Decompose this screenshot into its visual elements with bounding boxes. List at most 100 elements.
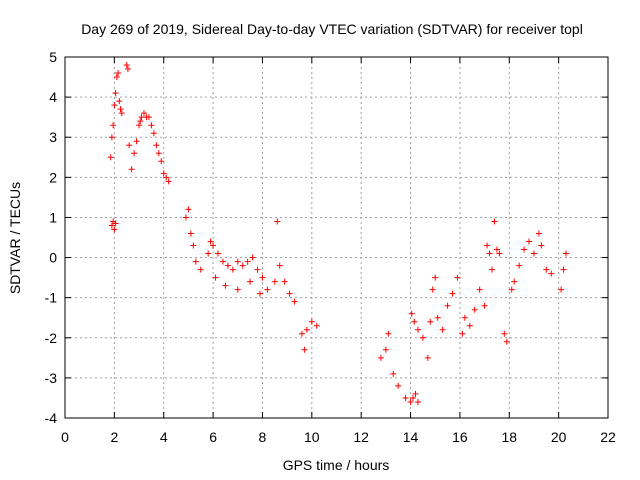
data-point	[123, 62, 130, 69]
data-point	[150, 130, 157, 137]
grid	[65, 57, 608, 418]
data-point	[128, 166, 135, 173]
data-point	[165, 178, 172, 185]
data-point	[219, 258, 226, 265]
data-point	[111, 102, 118, 109]
data-point	[234, 286, 241, 293]
y-axis-label: SDTVAR / TECUs	[7, 182, 23, 294]
chart-title: Day 269 of 2019, Sidereal Day-to-day VTE…	[81, 21, 583, 37]
data-point	[124, 66, 131, 73]
data-point	[131, 150, 138, 157]
data-point	[210, 242, 217, 249]
data-point	[229, 266, 236, 273]
data-point	[112, 90, 119, 97]
data-point	[395, 382, 402, 389]
data-point	[459, 330, 466, 337]
data-point	[501, 330, 508, 337]
x-tick-label: 18	[501, 429, 517, 445]
data-point	[466, 322, 473, 329]
data-point	[160, 170, 167, 177]
data-point	[239, 262, 246, 269]
data-point	[117, 106, 124, 113]
x-tick-label: 8	[259, 429, 267, 445]
data-point	[538, 242, 545, 249]
x-tick-label: 14	[403, 429, 419, 445]
data-point	[222, 282, 229, 289]
data-point	[259, 274, 266, 281]
data-points	[107, 62, 570, 405]
data-point	[111, 226, 118, 233]
data-point	[503, 338, 510, 345]
data-point	[190, 242, 197, 249]
y-tick-label: -2	[45, 330, 58, 346]
data-point	[560, 266, 567, 273]
data-point	[108, 222, 115, 229]
y-tick-label: 4	[49, 89, 57, 105]
data-point	[493, 246, 500, 253]
data-point	[488, 266, 495, 273]
data-point	[148, 122, 155, 129]
data-point	[207, 238, 214, 245]
data-point	[454, 274, 461, 281]
data-point	[187, 230, 194, 237]
data-point	[185, 206, 192, 213]
x-tick-label: 16	[452, 429, 468, 445]
data-point	[496, 250, 503, 257]
data-point	[563, 250, 570, 257]
data-point	[434, 314, 441, 321]
x-tick-label: 20	[551, 429, 567, 445]
data-point	[558, 286, 565, 293]
data-point	[408, 310, 415, 317]
data-point	[286, 290, 293, 297]
data-point	[432, 274, 439, 281]
data-point	[402, 394, 409, 401]
data-point	[224, 262, 231, 269]
y-tick-label: 5	[49, 49, 57, 65]
data-point	[118, 110, 125, 117]
data-point	[526, 238, 533, 245]
data-point	[115, 70, 122, 77]
data-point	[414, 398, 421, 405]
data-point	[508, 286, 515, 293]
data-point	[511, 278, 518, 285]
data-point	[390, 370, 397, 377]
data-point	[410, 394, 417, 401]
data-point	[481, 302, 488, 309]
x-axis-label: GPS time / hours	[283, 457, 390, 473]
data-point	[247, 278, 254, 285]
data-point	[192, 258, 199, 265]
data-point	[543, 266, 550, 273]
data-point	[382, 346, 389, 353]
data-point	[414, 326, 421, 333]
data-point	[521, 246, 528, 253]
data-point	[385, 330, 392, 337]
data-point	[484, 242, 491, 249]
data-point	[449, 290, 456, 297]
data-point	[471, 306, 478, 313]
plot-frame	[64, 56, 609, 419]
data-point	[535, 230, 542, 237]
y-tick-label: 1	[49, 209, 57, 225]
data-point	[205, 250, 212, 257]
data-point	[107, 154, 114, 161]
data-point	[212, 274, 219, 281]
data-point	[491, 218, 498, 225]
data-point	[264, 286, 271, 293]
data-point	[301, 346, 308, 353]
data-point	[274, 218, 281, 225]
y-tick-label: -3	[45, 370, 58, 386]
x-tick-label: 4	[160, 429, 168, 445]
data-point	[530, 250, 537, 257]
x-tick-label: 22	[600, 429, 616, 445]
data-point	[271, 278, 278, 285]
x-tick-label: 10	[304, 429, 320, 445]
data-point	[308, 318, 315, 325]
data-point	[411, 318, 418, 325]
data-point	[116, 98, 123, 105]
data-point	[145, 114, 152, 121]
data-point	[407, 398, 414, 405]
y-tick-label: -4	[45, 410, 58, 426]
x-tick-label: 0	[61, 429, 69, 445]
data-point	[244, 258, 251, 265]
data-point	[126, 142, 133, 149]
